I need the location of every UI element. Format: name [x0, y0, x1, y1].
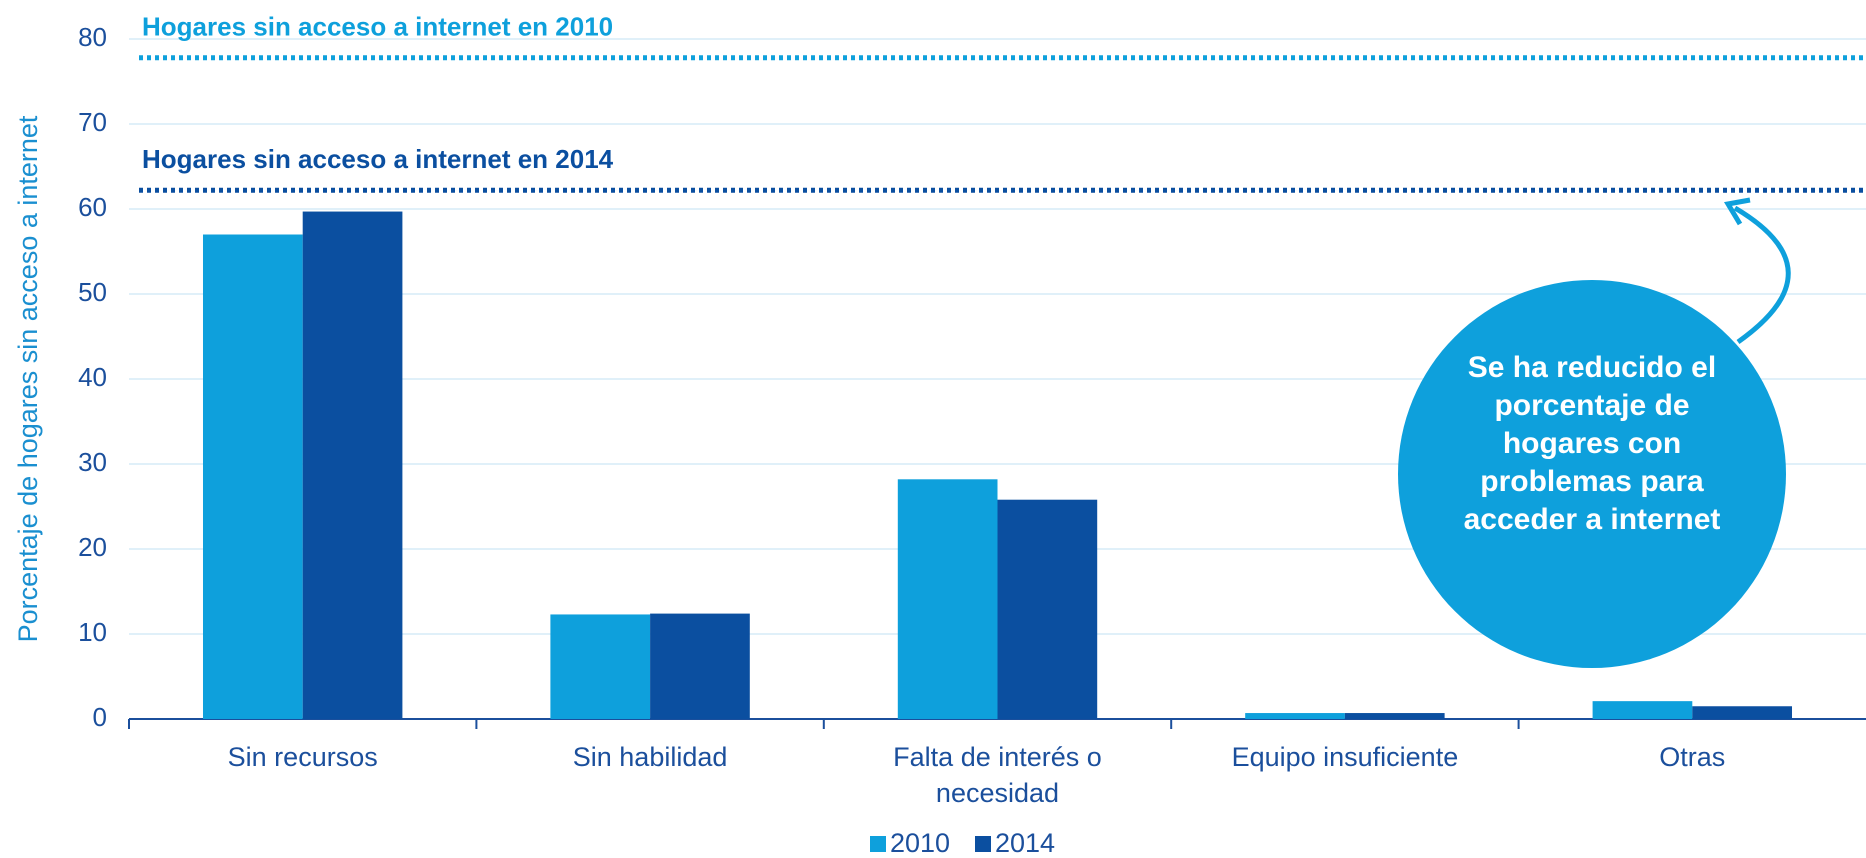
legend-swatch — [870, 836, 886, 852]
bar — [1592, 701, 1693, 719]
reference-label: Hogares sin acceso a internet en 2014 — [142, 144, 614, 174]
bar — [1692, 706, 1793, 719]
x-tick-label: Otras — [1659, 742, 1726, 772]
y-tick-label: 70 — [78, 107, 107, 137]
y-tick-label: 0 — [93, 702, 107, 732]
y-tick-label: 10 — [78, 617, 107, 647]
annotation-text: Se ha reducido el porcentaje de hogares … — [1463, 351, 1721, 536]
bar — [650, 613, 750, 719]
legend-swatch — [975, 836, 991, 852]
bar — [550, 614, 651, 719]
legend-label: 2014 — [995, 828, 1055, 858]
reference-label: Hogares sin acceso a internet en 2010 — [142, 12, 613, 42]
bar — [1344, 713, 1445, 719]
bar — [302, 211, 403, 720]
bar — [897, 479, 998, 719]
x-tick-label: Sin recursos — [227, 742, 378, 772]
bar — [202, 234, 303, 719]
bar — [1245, 713, 1345, 719]
y-tick-label: 20 — [78, 532, 107, 562]
x-tick-label: Equipo insuficiente — [1231, 742, 1459, 772]
legend-label: 2010 — [890, 828, 950, 858]
y-tick-label: 80 — [78, 22, 107, 52]
y-axis-label: Porcentaje de hogares sin acceso a inter… — [13, 115, 43, 642]
annotation-arrow — [1733, 205, 1791, 345]
y-tick-label: 60 — [78, 192, 107, 222]
annotation-arrowhead — [1723, 197, 1751, 226]
x-tick-label: Sin habilidad — [572, 742, 728, 772]
y-tick-label: 50 — [78, 277, 107, 307]
y-tick-label: 30 — [78, 447, 107, 477]
annotation-bubble — [1398, 280, 1786, 668]
y-tick-label: 40 — [78, 362, 107, 392]
x-tick-label: Falta de interés o necesidad — [893, 742, 1102, 808]
bar — [997, 499, 1098, 719]
